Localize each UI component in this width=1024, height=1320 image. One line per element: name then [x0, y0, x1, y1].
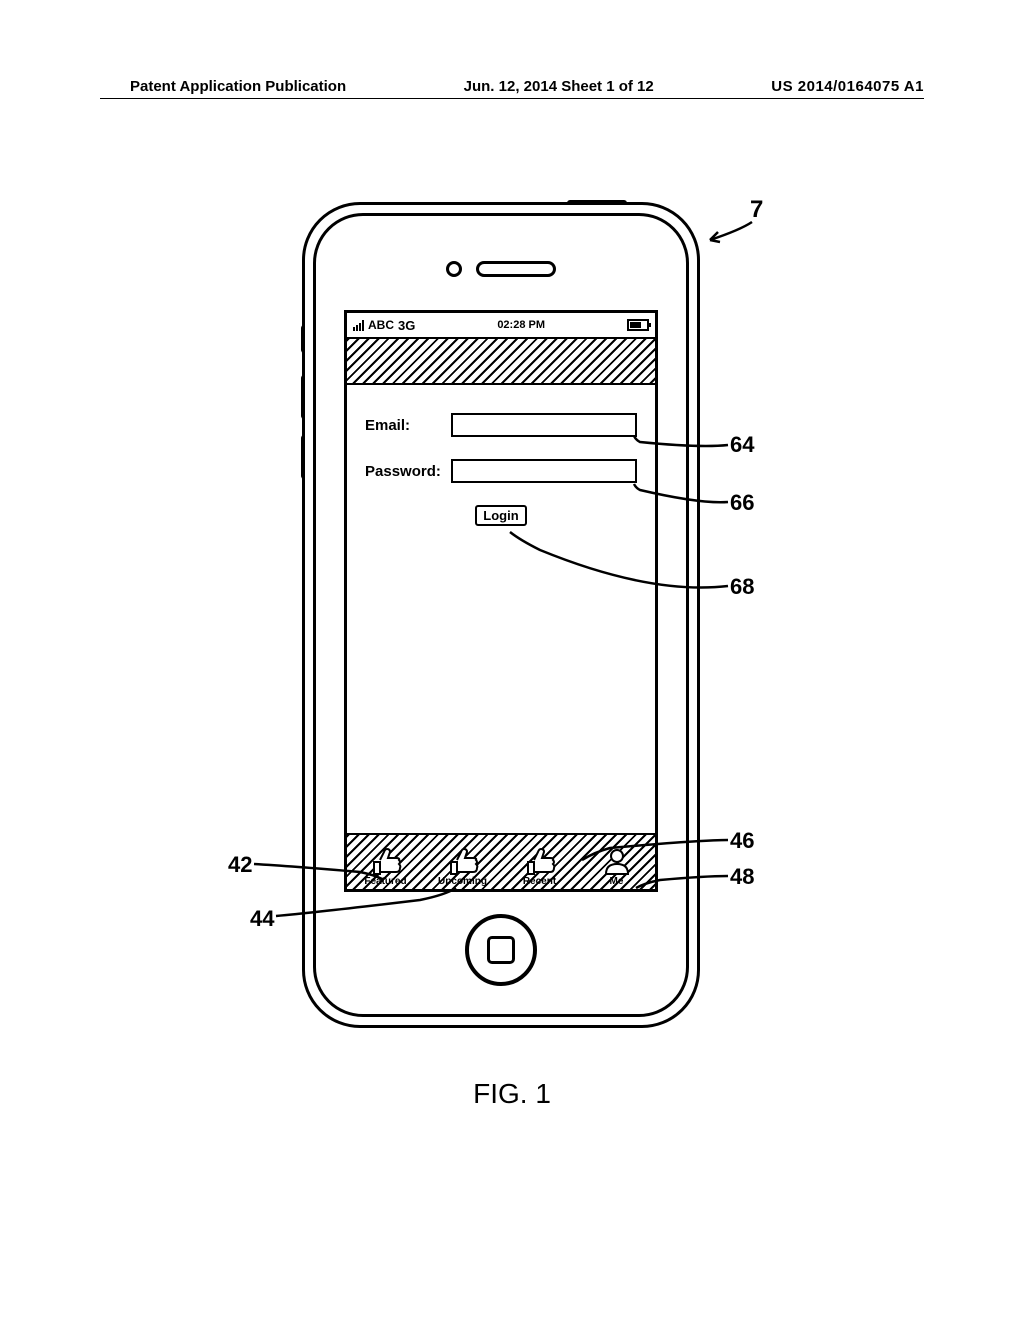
phone-screen: ABC 3G 02:28 PM Email: Password: Login [344, 310, 658, 892]
thumbs-up-icon [522, 848, 558, 876]
email-label: Email: [365, 417, 445, 434]
callout-64: 64 [730, 432, 754, 458]
tab-recent[interactable]: Recent [501, 835, 578, 889]
battery-icon [627, 319, 649, 331]
home-button[interactable] [465, 914, 537, 986]
email-input[interactable] [451, 413, 637, 437]
earpiece-speaker [476, 261, 556, 277]
figure-caption: FIG. 1 [0, 1078, 1024, 1110]
header-left: Patent Application Publication [130, 78, 346, 95]
header-underline [100, 98, 924, 99]
status-bar: ABC 3G 02:28 PM [347, 313, 655, 339]
home-button-icon [487, 936, 515, 964]
tab-featured[interactable]: Featured [347, 835, 424, 889]
tab-me-label: Me [610, 876, 624, 887]
password-input[interactable] [451, 459, 637, 483]
header-right: US 2014/0164075 A1 [771, 78, 924, 95]
thumbs-up-icon [445, 848, 481, 876]
volume-up-button [301, 375, 305, 419]
password-label: Password: [365, 463, 445, 480]
phone-body: ABC 3G 02:28 PM Email: Password: Login [302, 202, 700, 1028]
signal-bars-icon [353, 319, 364, 331]
tab-bar: Featured Upcoming Recent [347, 833, 655, 889]
earpiece-area [316, 261, 686, 277]
mute-switch [301, 325, 305, 353]
callout-7: 7 [750, 196, 763, 224]
front-camera [446, 261, 462, 277]
clock-label: 02:28 PM [497, 319, 545, 331]
callout-66: 66 [730, 490, 754, 516]
tab-recent-label: Recent [523, 876, 556, 887]
callout-46: 46 [730, 828, 754, 854]
tab-upcoming-label: Upcoming [438, 876, 487, 887]
tab-upcoming[interactable]: Upcoming [424, 835, 501, 889]
person-icon [602, 848, 632, 876]
login-button[interactable]: Login [475, 505, 526, 526]
tab-me[interactable]: Me [578, 835, 655, 889]
callout-42: 42 [228, 852, 252, 878]
callout-48: 48 [730, 864, 754, 890]
header-center: Jun. 12, 2014 Sheet 1 of 12 [464, 78, 654, 95]
login-form: Email: Password: Login [347, 385, 655, 526]
volume-down-button [301, 435, 305, 479]
tab-featured-label: Featured [364, 876, 406, 887]
callout-44: 44 [250, 906, 274, 932]
header-banner [347, 339, 655, 385]
thumbs-up-icon [368, 848, 404, 876]
patent-header: Patent Application Publication Jun. 12, … [0, 78, 1024, 95]
callout-68: 68 [730, 574, 754, 600]
network-label: 3G [398, 318, 415, 333]
power-button [567, 200, 627, 205]
phone-bezel: ABC 3G 02:28 PM Email: Password: Login [313, 213, 689, 1017]
carrier-label: ABC [368, 318, 394, 332]
